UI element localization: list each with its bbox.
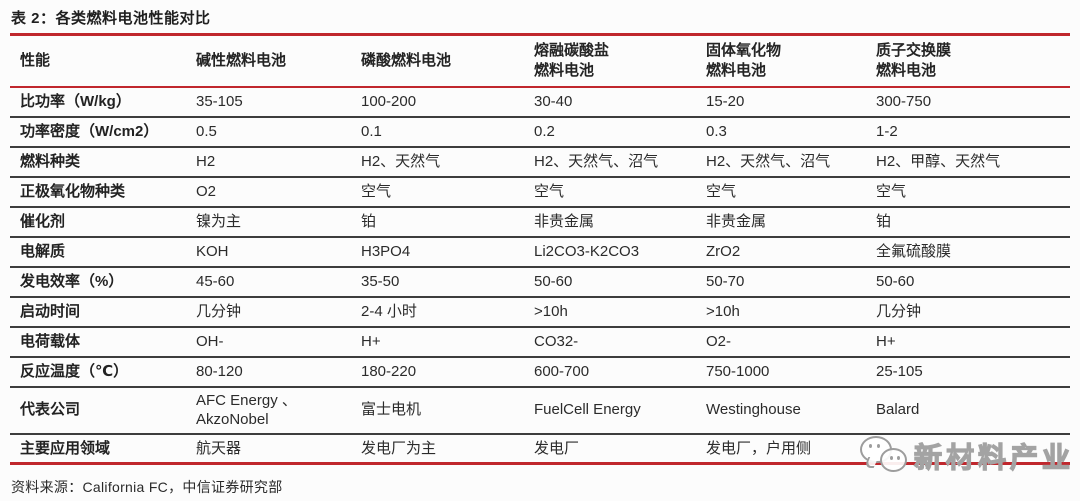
- row-label: 比功率（W/kg）: [10, 86, 186, 118]
- column-header-5: 质子交换膜 燃料电池: [866, 33, 1070, 88]
- column-header-0: 性能: [10, 33, 186, 88]
- cell: 几分钟: [186, 296, 351, 328]
- row-label: 电解质: [10, 236, 186, 268]
- cell: H2、天然气: [351, 146, 524, 178]
- cell: 15-20: [696, 86, 866, 118]
- cell: 750-1000: [696, 356, 866, 388]
- cell: 空气: [524, 176, 696, 208]
- row-label: 正极氧化物种类: [10, 176, 186, 208]
- row-label: 代表公司: [10, 386, 186, 435]
- cell: 空气: [866, 176, 1070, 208]
- cell: 0.5: [186, 116, 351, 148]
- cell: H2、天然气、沼气: [696, 146, 866, 178]
- cell: 航天器: [186, 433, 351, 465]
- cell: 空气: [696, 176, 866, 208]
- cell: >10h: [696, 296, 866, 328]
- cell: H+: [866, 326, 1070, 358]
- header-row: 性能 碱性燃料电池 磷酸燃料电池 熔融碳酸盐 燃料电池 固体氧化物 燃料电池 质子交换膜 …: [10, 33, 1070, 88]
- row-label: 催化剂: [10, 206, 186, 238]
- table-row: 反应温度（℃） 80-120 180-220 600-700 750-1000 25-10…: [10, 356, 1070, 388]
- column-header-3: 熔融碳酸盐 燃料电池: [524, 33, 696, 88]
- fuel-cell-comparison-table: 性能 碱性燃料电池 磷酸燃料电池 熔融碳酸盐 燃料电池 固体氧化物 燃料电池 质子交换膜 …: [10, 33, 1070, 465]
- cell: 300-750: [866, 86, 1070, 118]
- table-row: 功率密度（W/cm2） 0.5 0.1 0.2 0.3 1-2: [10, 116, 1070, 148]
- cell: 35-50: [351, 266, 524, 298]
- cell: 铂: [866, 206, 1070, 238]
- cell: 非贵金属: [696, 206, 866, 238]
- table-row: 催化剂 镍为主铂非贵金属 非贵金属铂: [10, 206, 1070, 238]
- table-row: 燃料种类 H2 H2、天然气 H2、天然气、沼气 H2、天然气、沼气 H2、甲醇、天然气: [10, 146, 1070, 178]
- cell: 25-105: [866, 356, 1070, 388]
- cell: 0.1: [351, 116, 524, 148]
- column-header-2: 磷酸燃料电池: [351, 33, 524, 88]
- cell: 发电厂为主: [351, 433, 524, 465]
- row-label: 燃料种类: [10, 146, 186, 178]
- table-row: 主要应用领域 航天器 发电厂为主 发电厂 发电厂，户用侧: [10, 433, 1070, 465]
- cell: FuelCell Energy: [524, 386, 696, 435]
- row-label: 启动时间: [10, 296, 186, 328]
- cell: 0.2: [524, 116, 696, 148]
- cell: 100-200: [351, 86, 524, 118]
- table-title: 表 2：各类燃料电池性能对比: [11, 10, 211, 27]
- table-row: 比功率（W/kg） 35-105 100-200 30-40 15-20 300-750: [10, 86, 1070, 118]
- cell: 600-700: [524, 356, 696, 388]
- table-row: 电解质 KOH H3PO4 Li2CO3-K2CO3 ZrO2 全氟硫酸膜: [10, 236, 1070, 268]
- cell: 1-2: [866, 116, 1070, 148]
- cell: 2-4 小时: [351, 296, 524, 328]
- cell: Balard: [866, 386, 1070, 435]
- cell: 0.3: [696, 116, 866, 148]
- cell: OH-: [186, 326, 351, 358]
- source-note: 资料来源：California FC，中信证券研究部: [11, 479, 283, 495]
- cell: ZrO2: [696, 236, 866, 268]
- cell: KOH: [186, 236, 351, 268]
- cell: H2: [186, 146, 351, 178]
- cell: 30-40: [524, 86, 696, 118]
- cell: 镍为主: [186, 206, 351, 238]
- cell: 非贵金属: [524, 206, 696, 238]
- table-row: 启动时间 几分钟 2-4 小时 >10h >10h 几分钟: [10, 296, 1070, 328]
- cell: 180-220: [351, 356, 524, 388]
- cell: O2-: [696, 326, 866, 358]
- cell: H+: [351, 326, 524, 358]
- cell: 富士电机: [351, 386, 524, 435]
- column-header-4: 固体氧化物 燃料电池: [696, 33, 866, 88]
- cell: H2、甲醇、天然气: [866, 146, 1070, 178]
- cell: Westinghouse: [696, 386, 866, 435]
- cell: O2: [186, 176, 351, 208]
- cell: 发电厂: [524, 433, 696, 465]
- row-label: 发电效率（%）: [10, 266, 186, 298]
- cell: 空气: [351, 176, 524, 208]
- cell: 铂: [351, 206, 524, 238]
- row-label: 主要应用领域: [10, 433, 186, 465]
- cell: 50-70: [696, 266, 866, 298]
- cell: 35-105: [186, 86, 351, 118]
- row-label: 功率密度（W/cm2）: [10, 116, 186, 148]
- row-label: 电荷载体: [10, 326, 186, 358]
- cell: 50-60: [866, 266, 1070, 298]
- table-row: 正极氧化物种类 O2 空气 空气 空气 空气: [10, 176, 1070, 208]
- table-body: 比功率（W/kg） 35-105 100-200 30-40 15-20 300-750 功…: [10, 86, 1070, 465]
- cell: 全氟硫酸膜: [866, 236, 1070, 268]
- cell: 发电厂，户用侧: [696, 433, 866, 465]
- table-row: 发电效率（%） 45-60 35-50 50-60 50-70 50-60: [10, 266, 1070, 298]
- cell: H2、天然气、沼气: [524, 146, 696, 178]
- cell: [866, 433, 1070, 465]
- cell: CO32-: [524, 326, 696, 358]
- cell: 几分钟: [866, 296, 1070, 328]
- row-label: 反应温度（℃）: [10, 356, 186, 388]
- column-header-1: 碱性燃料电池: [186, 33, 351, 88]
- table-row: 代表公司 AFC Energy 、 AkzoNobel 富士电机 FuelCell E…: [10, 386, 1070, 435]
- cell: H3PO4: [351, 236, 524, 268]
- cell: AFC Energy 、 AkzoNobel: [186, 386, 351, 435]
- cell: 45-60: [186, 266, 351, 298]
- cell: >10h: [524, 296, 696, 328]
- cell: 80-120: [186, 356, 351, 388]
- cell: Li2CO3-K2CO3: [524, 236, 696, 268]
- table-row: 电荷载体 OH- H+ CO32- O2- H+: [10, 326, 1070, 358]
- cell: 50-60: [524, 266, 696, 298]
